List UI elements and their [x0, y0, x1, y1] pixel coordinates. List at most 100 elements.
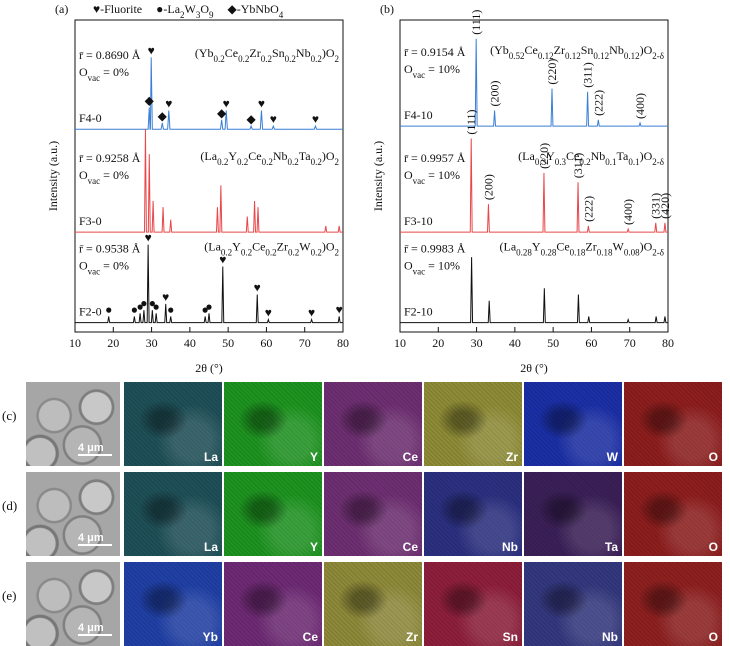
phase-marker: ♥ — [270, 112, 277, 126]
ionic-radius: r̄ = 0.9258 Å — [79, 151, 141, 165]
phase-marker: ♥ — [254, 281, 261, 295]
element-map: Nb — [424, 472, 522, 556]
scale-bar-label: 4 μm — [78, 622, 104, 634]
element-map: La — [124, 472, 222, 556]
element-label: Sn — [502, 630, 518, 644]
phase-marker: ♥ — [312, 112, 319, 126]
phase-marker: ♥ — [336, 302, 343, 316]
element-map: Ce — [324, 382, 422, 466]
x-tick-label: 80 — [662, 336, 674, 350]
y-axis-label: Intensity (a.u.) — [46, 141, 60, 211]
xrd-pattern — [75, 57, 343, 130]
phase-marker: ♥ — [219, 252, 226, 266]
miller-index: (400) — [633, 93, 647, 119]
element-map: Y — [224, 472, 322, 556]
phase-marker: ● — [153, 299, 160, 313]
sample-name: F4-0 — [79, 111, 102, 125]
element-map: Sn — [424, 562, 522, 646]
sample-name: F4-10 — [404, 108, 433, 122]
phase-marker: ● — [140, 296, 147, 310]
oxygen-vacancy: Ovac = 10% — [404, 259, 460, 277]
sample-name: F2-10 — [404, 305, 433, 319]
element-label: O — [708, 630, 718, 644]
element-label: Ta — [604, 540, 618, 554]
row-label: (e) — [2, 588, 17, 603]
x-tick-label: 70 — [624, 336, 636, 350]
phase-marker: ◆ — [158, 109, 168, 123]
element-label: La — [203, 540, 218, 554]
ionic-radius: r̄ = 0.9538 Å — [79, 242, 141, 256]
phase-marker: ● — [131, 302, 138, 316]
phase-marker: ♥ — [265, 306, 272, 320]
row-label: (c) — [2, 408, 17, 423]
x-axis-label: 2θ (°) — [195, 361, 223, 375]
composition: (Yb0.2Ce0.2Zr0.2Sn0.2Nb0.2)O2 — [195, 46, 339, 64]
phase-marker: ♥ — [145, 231, 152, 245]
ionic-radius: r̄ = 0.8690 Å — [79, 48, 141, 62]
element-label: Zr — [406, 630, 418, 644]
y-axis-label: Intensity (a.u.) — [371, 141, 385, 211]
element-map: Nb — [524, 562, 622, 646]
x-tick-label: 20 — [432, 336, 444, 350]
phase-marker: ♥ — [165, 96, 172, 110]
x-tick-label: 80 — [337, 336, 349, 350]
plot-frame — [74, 19, 344, 333]
composition: (La0.2Y0.2Ce0.2Zr0.2W0.2)O2 — [204, 240, 339, 258]
phase-marker: ● — [149, 296, 156, 310]
phase-marker: ● — [167, 302, 174, 316]
miller-index: (222) — [581, 196, 595, 222]
element-map: O — [624, 472, 722, 556]
miller-index: (400) — [621, 199, 635, 225]
ionic-radius: r̄ = 0.9983 Å — [404, 242, 466, 256]
phase-marker: ♥ — [162, 290, 169, 304]
xrd-pattern — [400, 257, 668, 324]
element-map: Ce — [324, 472, 422, 556]
oxygen-vacancy: Ovac = 0% — [79, 65, 129, 83]
element-map: Y — [224, 382, 322, 466]
oxygen-vacancy: Ovac = 0% — [79, 168, 129, 186]
element-label: Y — [309, 450, 318, 464]
miller-index: (200) — [481, 174, 495, 200]
element-map: Zr — [324, 562, 422, 646]
x-tick-label: 20 — [107, 336, 119, 350]
element-map: La — [124, 382, 222, 466]
element-map: Ce — [224, 562, 322, 646]
oxygen-vacancy: Ovac = 10% — [404, 168, 460, 186]
x-tick-label: 60 — [260, 336, 272, 350]
scale-bar-label: 4 μm — [78, 442, 104, 454]
scale-bar-label: 4 μm — [78, 532, 104, 544]
element-label: O — [708, 450, 718, 464]
element-map: W — [524, 382, 622, 466]
phase-marker: ◆ — [246, 112, 256, 126]
x-tick-label: 60 — [585, 336, 597, 350]
xrd-pattern — [400, 38, 668, 127]
x-tick-label: 10 — [394, 336, 406, 350]
element-label: Zr — [506, 450, 518, 464]
sample-name: F3-0 — [79, 214, 102, 228]
x-tick-label: 30 — [471, 336, 483, 350]
x-tick-label: 40 — [184, 336, 196, 350]
row-label: (d) — [2, 498, 18, 513]
element-label: O — [708, 540, 718, 554]
phase-marker: ● — [205, 299, 212, 313]
composition: (La0.28Y0.28Ce0.18Zr0.18W0.08)O2-δ — [500, 240, 665, 258]
scale-bar — [78, 454, 112, 456]
phase-marker: ♥ — [258, 96, 265, 110]
phase-marker: ● — [136, 299, 143, 313]
element-map: Zr — [424, 382, 522, 466]
phase-marker: ◆ — [145, 93, 155, 107]
miller-index: (220) — [537, 143, 551, 169]
xrd-plots: (a) 10 20 30 40 50 60 70 80 2θ (°) Intensity (a.u.… — [46, 2, 674, 375]
x-tick-label: 50 — [547, 336, 559, 350]
scale-bar — [78, 544, 112, 546]
oxygen-vacancy: Ovac = 10% — [404, 62, 460, 80]
sample-name: F3-10 — [404, 214, 433, 228]
phase-legend-entry: ♥-Fluorite — [93, 2, 142, 16]
scale-bar — [78, 634, 112, 636]
phase-marker: ● — [105, 302, 112, 316]
phase-marker: ♥ — [223, 96, 230, 110]
element-map: O — [624, 562, 722, 646]
element-label: Ce — [402, 540, 418, 554]
phase-legend-entry: ●-La2W3O9 — [156, 2, 214, 20]
